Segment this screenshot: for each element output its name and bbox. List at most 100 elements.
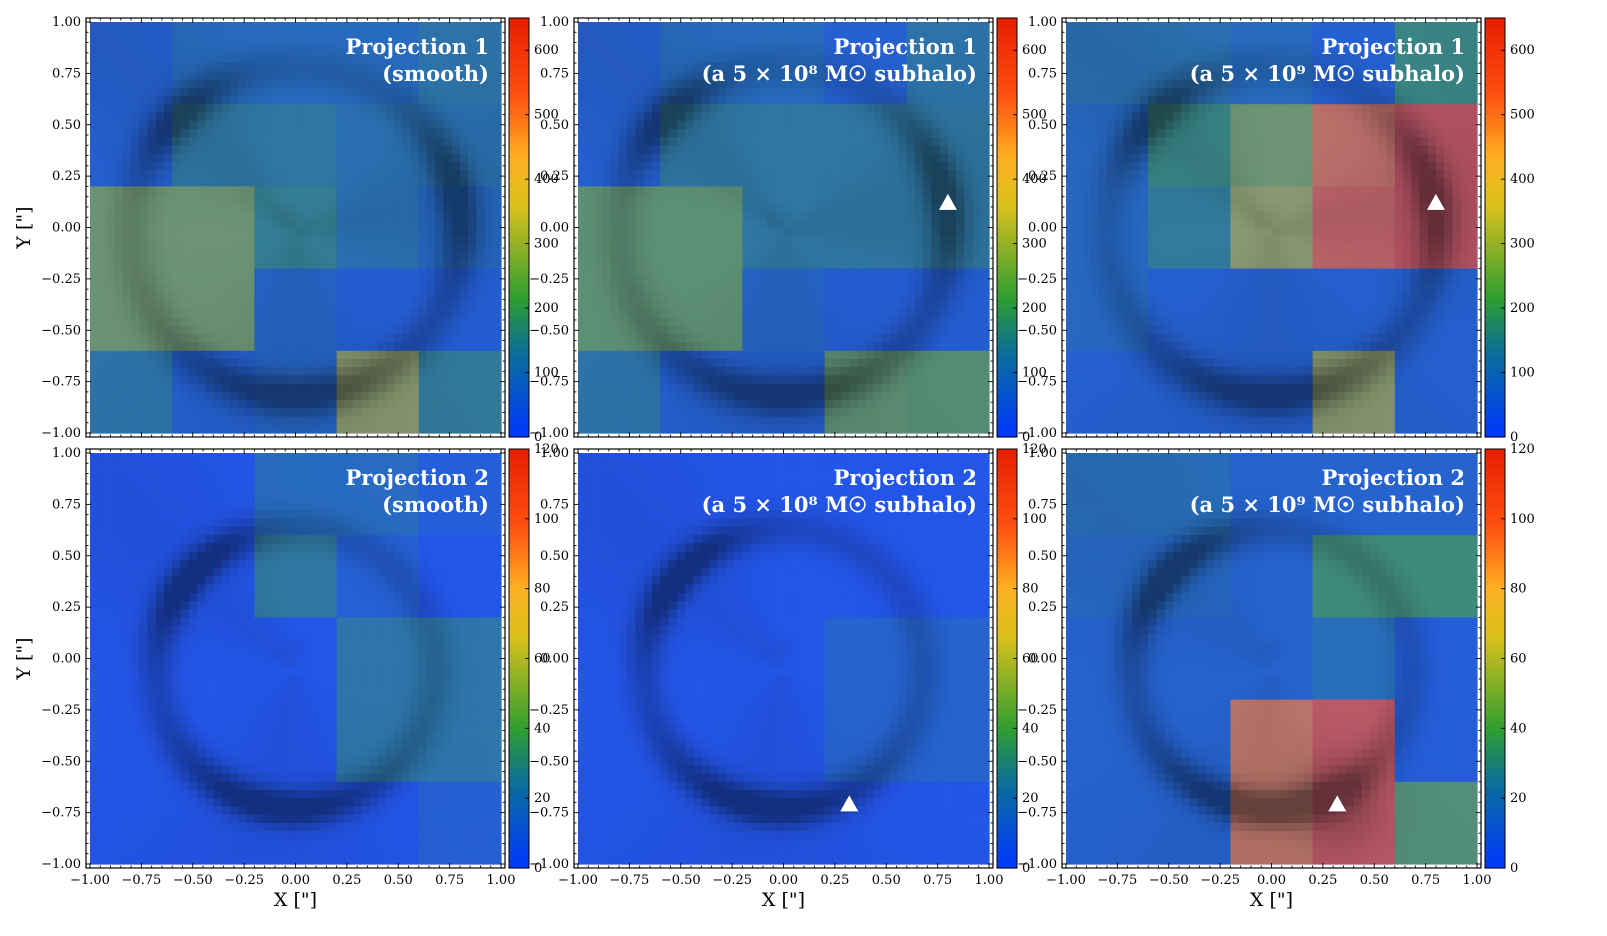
heatmap-cell xyxy=(98,145,108,155)
heatmap-cell xyxy=(270,145,280,155)
heatmap-cell xyxy=(237,326,247,335)
heatmap-cell xyxy=(155,63,165,72)
heatmap-cell xyxy=(849,260,859,270)
heatmap-cell xyxy=(196,194,206,204)
heatmap-cell xyxy=(758,22,768,31)
heatmap-cell xyxy=(122,95,132,105)
heatmap-cell xyxy=(619,309,628,319)
heatmap-cell xyxy=(578,194,587,204)
heatmap-cell xyxy=(816,169,826,179)
heatmap-cell xyxy=(717,375,727,385)
heatmap-cell xyxy=(114,145,124,155)
heatmap-cell xyxy=(956,30,965,40)
heatmap-cell xyxy=(369,391,379,401)
heatmap-cell xyxy=(336,293,346,303)
heatmap-cell xyxy=(196,400,206,409)
heatmap-cell xyxy=(484,202,494,212)
heatmap-cell xyxy=(418,408,428,418)
heatmap-cell xyxy=(468,202,477,212)
heatmap-cell xyxy=(824,375,834,385)
heatmap-cell xyxy=(701,79,711,89)
heatmap-cell xyxy=(578,252,587,261)
colorbar-band xyxy=(509,277,529,283)
heatmap-cell xyxy=(873,128,883,138)
heatmap-cell xyxy=(725,112,735,122)
heatmap-cell xyxy=(435,293,445,303)
heatmap-cell xyxy=(939,153,949,163)
heatmap-cell xyxy=(188,169,198,179)
heatmap-cell xyxy=(898,145,908,155)
heatmap-cell xyxy=(353,194,362,204)
heatmap-cell xyxy=(139,350,149,360)
heatmap-cell xyxy=(808,145,817,155)
heatmap-cell xyxy=(484,30,494,40)
heatmap-cell xyxy=(180,211,190,220)
heatmap-cell xyxy=(196,120,206,130)
colorbar-band xyxy=(509,315,529,321)
heatmap-cell xyxy=(98,186,108,196)
heatmap-cell xyxy=(139,120,149,130)
heatmap-cell xyxy=(163,342,173,352)
heatmap-cell xyxy=(635,54,645,64)
heatmap-cell xyxy=(311,416,321,426)
heatmap-cell xyxy=(775,326,785,335)
heatmap-cell xyxy=(205,243,214,253)
heatmap-cell xyxy=(701,227,711,237)
heatmap-cell xyxy=(303,145,313,155)
heatmap-cell xyxy=(385,252,395,261)
heatmap-cell xyxy=(427,301,436,311)
heatmap-cell xyxy=(841,87,850,97)
heatmap-cell xyxy=(791,235,801,245)
heatmap-cell xyxy=(635,22,645,31)
heatmap-cell xyxy=(758,120,768,130)
heatmap-cell xyxy=(237,71,247,81)
heatmap-cell xyxy=(865,153,875,163)
heatmap-cell xyxy=(725,128,735,138)
heatmap-cell xyxy=(270,161,280,171)
heatmap-cell xyxy=(676,219,686,229)
heatmap-cell xyxy=(385,359,395,368)
heatmap-cell xyxy=(841,309,850,319)
heatmap-cell xyxy=(717,104,727,114)
heatmap-cell xyxy=(172,367,182,377)
heatmap-cell xyxy=(279,54,288,64)
heatmap-cell xyxy=(311,46,321,56)
heatmap-cell xyxy=(717,145,727,155)
heatmap-cell xyxy=(923,301,933,311)
heatmap-cell xyxy=(849,46,859,56)
heatmap-cell xyxy=(635,211,645,220)
heatmap-cell xyxy=(221,227,231,237)
heatmap-cell xyxy=(459,416,469,426)
heatmap-cell xyxy=(172,161,182,171)
heatmap-cell xyxy=(344,87,354,97)
heatmap-cell xyxy=(435,342,445,352)
heatmap-cell xyxy=(717,87,727,97)
heatmap-cell xyxy=(602,46,612,56)
heatmap-cell xyxy=(361,145,371,155)
heatmap-cell xyxy=(668,87,678,97)
heatmap-cell xyxy=(898,227,908,237)
heatmap-cell xyxy=(791,38,801,48)
heatmap-cell xyxy=(767,342,776,352)
heatmap-cell xyxy=(586,375,596,385)
heatmap-cell xyxy=(939,112,949,122)
heatmap-cell xyxy=(369,169,379,179)
heatmap-cell xyxy=(451,293,461,303)
heatmap-cell xyxy=(873,268,883,278)
heatmap-cell xyxy=(369,153,379,163)
heatmap-cell xyxy=(627,202,637,212)
heatmap-cell xyxy=(287,416,297,426)
heatmap-cell xyxy=(451,350,461,360)
heatmap-cell xyxy=(898,186,908,196)
heatmap-cell xyxy=(915,153,924,163)
heatmap-cell xyxy=(155,301,165,311)
heatmap-cell xyxy=(898,235,908,245)
heatmap-cell xyxy=(931,268,941,278)
heatmap-cell xyxy=(254,178,264,187)
heatmap-cell xyxy=(147,235,157,245)
heatmap-cell xyxy=(328,293,338,303)
heatmap-cell xyxy=(684,211,694,220)
heatmap-cell xyxy=(385,137,395,146)
heatmap-cell xyxy=(246,71,255,81)
heatmap-cell xyxy=(459,309,469,319)
